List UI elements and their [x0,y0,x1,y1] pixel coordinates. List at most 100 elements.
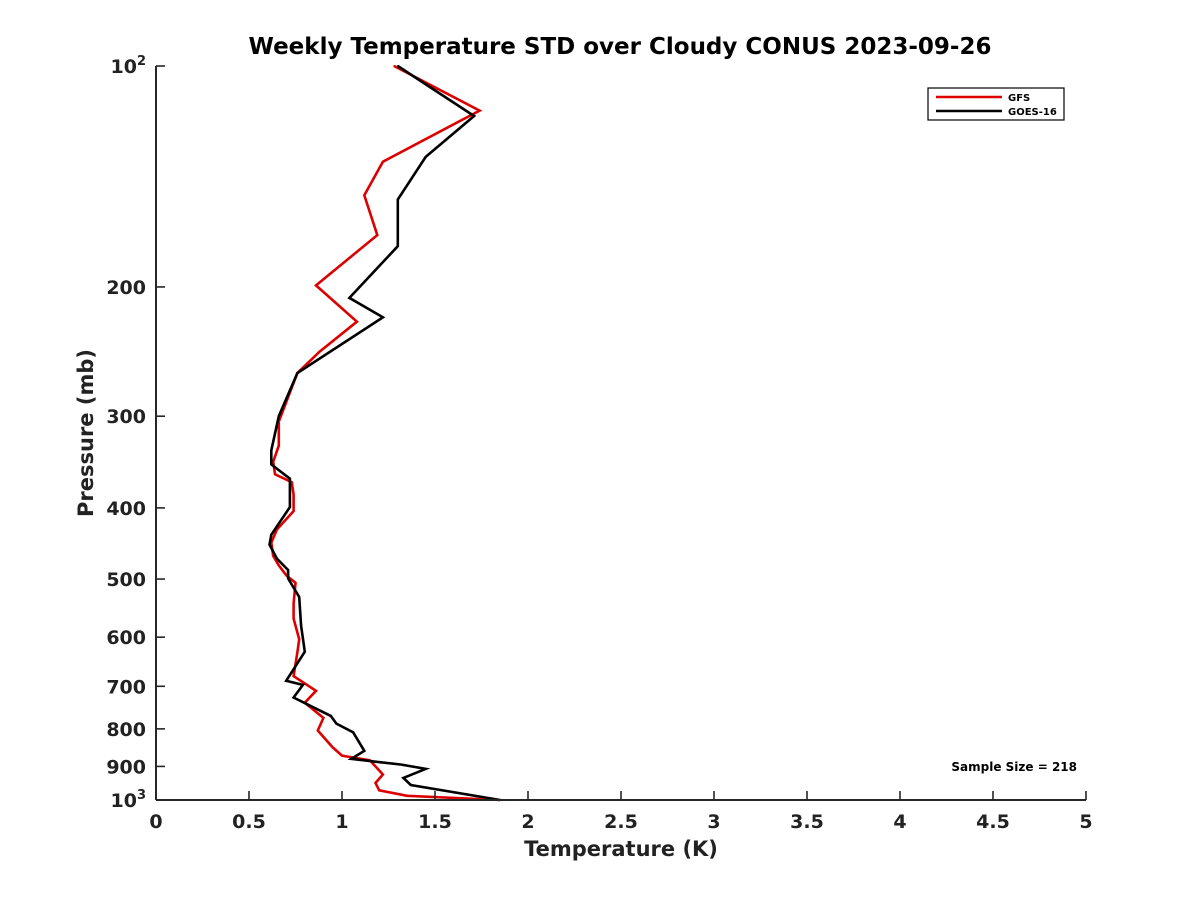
y-axis-label: Pressure (mb) [74,349,98,517]
data-point-gfs [478,109,481,112]
x-tick-label: 3.5 [790,811,824,833]
y-tick-label: 500 [106,569,146,591]
data-point-gfs [292,510,295,512]
data-point-goes16 [298,596,301,598]
series-layer [268,64,501,802]
data-point-gfs [277,444,280,447]
y-tick-label: 700 [106,676,146,698]
x-tick-label: 4 [893,811,906,833]
data-point-gfs [318,350,321,353]
data-point-goes16 [424,156,427,158]
data-point-gfs [316,729,319,732]
data-point-goes16 [270,463,273,466]
data-point-goes16 [409,784,412,786]
data-point-gfs [382,160,384,163]
data-point-goes16 [287,577,289,580]
x-tick-label: 3 [707,811,720,833]
data-point-goes16 [402,777,405,779]
data-point-goes16 [302,684,304,686]
data-point-gfs [298,638,301,641]
series-line-gfs [269,64,501,802]
data-point-gfs [341,754,343,757]
data-point-gfs [378,789,381,792]
data-point-goes16 [292,696,295,699]
y-tick-label: 400 [106,498,146,520]
x-axis-label: Temperature (K) [524,837,718,861]
x-tick-label: 5 [1079,811,1092,833]
data-point-gfs [285,574,288,577]
data-point-goes16 [289,477,291,480]
legend-label-goes16: GOES-16 [1008,107,1057,118]
chart-title: Weekly Temperature STD over Cloudy CONUS… [249,34,992,60]
legend-label-gfs: GFS [1008,93,1030,104]
legend: GFS GOES-16 [927,87,1065,121]
y-tick-label: 103 [111,788,147,812]
sample-size-annotation: Sample Size = 218 [951,760,1077,774]
y-tick-label: 900 [106,756,146,778]
data-point-gfs [290,481,293,484]
y-tick-label: 102 [111,54,147,78]
data-point-gfs [272,460,275,463]
legend-box [927,87,1065,121]
data-point-gfs [315,284,317,287]
series-line-goes16 [268,64,501,802]
data-point-goes16 [329,715,332,717]
x-tick-label: 2 [521,811,534,833]
data-point-goes16 [268,543,271,546]
y-axis-ticks: 102 200 300 400 500 600 700 800 900 103 [106,54,165,812]
data-point-gfs [322,717,325,719]
y-tick-label: 800 [106,719,146,741]
data-point-gfs [277,564,280,567]
data-point-goes16 [270,449,273,452]
data-point-gfs [374,782,377,784]
x-tick-label: 0.5 [232,811,266,833]
data-point-gfs [356,320,358,323]
data-point-goes16 [277,415,280,418]
data-point-goes16 [289,506,291,508]
data-point-gfs [294,581,297,584]
data-point-goes16 [473,115,475,117]
y-tick-label: 200 [106,277,146,299]
data-point-gfs [382,773,384,776]
data-point-goes16 [363,749,366,752]
data-point-gfs [363,194,366,197]
data-point-goes16 [348,297,351,299]
data-point-goes16 [270,533,273,536]
data-point-gfs [315,689,317,692]
data-point-goes16 [400,763,403,766]
x-tick-label: 1 [335,811,348,833]
data-point-gfs [406,794,408,797]
x-tick-label: 2.5 [604,811,638,833]
x-tick-label: 1.5 [418,811,452,833]
x-tick-label: 4.5 [976,811,1010,833]
data-point-goes16 [396,245,399,248]
data-point-goes16 [335,722,338,725]
y-tick-label: 300 [106,406,146,428]
data-point-gfs [296,651,299,654]
plot-area [156,66,1086,800]
data-point-goes16 [424,768,427,770]
data-point-goes16 [303,650,306,653]
data-point-gfs [272,555,275,557]
data-point-goes16 [296,372,299,374]
x-axis-ticks: 0 0.5 1 1.5 2 2.5 3 3.5 4 4.5 5 [149,791,1093,833]
data-point-goes16 [300,624,302,627]
data-point-goes16 [352,731,355,734]
data-point-gfs [292,617,295,620]
data-point-goes16 [396,65,399,67]
data-point-gfs [292,494,295,496]
data-point-goes16 [287,569,289,571]
data-point-gfs [393,65,395,67]
data-point-gfs [376,234,379,237]
y-tick-label: 600 [106,627,146,649]
data-point-goes16 [382,316,384,319]
data-point-goes16 [276,557,278,560]
data-point-goes16 [285,679,288,682]
data-point-gfs [292,602,295,605]
x-tick-label: 0 [149,811,162,833]
data-point-gfs [292,675,295,677]
data-point-goes16 [396,198,399,201]
data-point-gfs [274,473,276,476]
data-point-goes16 [350,758,353,760]
